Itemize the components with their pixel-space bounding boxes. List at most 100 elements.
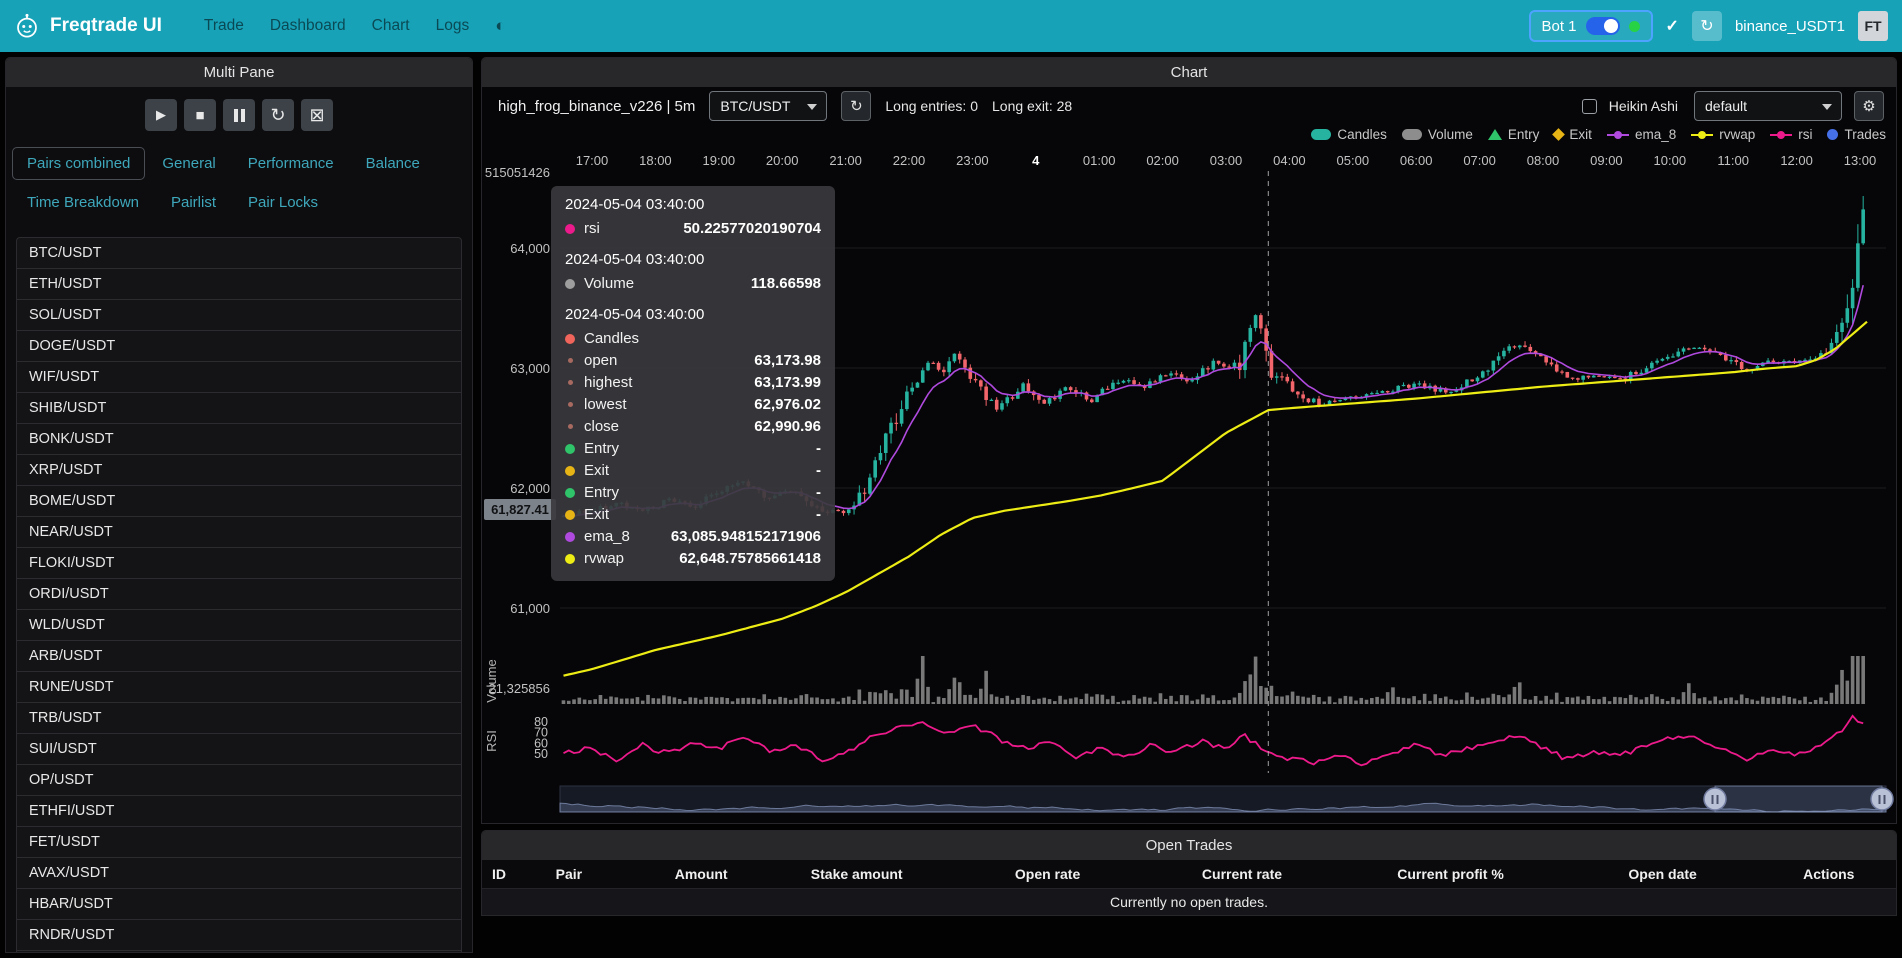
trades-marker-icon bbox=[1827, 129, 1839, 140]
pair-row[interactable]: NEAR/USDT bbox=[16, 516, 462, 548]
legend-item-exit[interactable]: Exit bbox=[1552, 127, 1592, 142]
tab-time-breakdown[interactable]: Time Breakdown bbox=[27, 194, 139, 211]
bot-refresh-button[interactable]: ↻ bbox=[1691, 11, 1722, 41]
candles-marker-icon bbox=[1311, 129, 1332, 140]
pair-list: BTC/USDT ETH/USDT SOL/USDT DOGE/USDT WIF/USD… bbox=[16, 237, 462, 952]
tab-pairlist[interactable]: Pairlist bbox=[171, 194, 217, 211]
zoom-handle-left[interactable] bbox=[1703, 787, 1727, 811]
chart-refresh-button[interactable]: ↻ bbox=[841, 91, 872, 121]
svg-text:02:00: 02:00 bbox=[1146, 153, 1179, 168]
pause-button[interactable] bbox=[223, 99, 255, 131]
zoom-handle-right[interactable] bbox=[1870, 787, 1894, 811]
pair-row[interactable]: FLOKI/USDT bbox=[16, 547, 462, 579]
avatar[interactable]: FT bbox=[1858, 11, 1888, 41]
pair-row[interactable]: SHIB/USDT bbox=[16, 392, 462, 424]
heikin-ashi-checkbox[interactable] bbox=[1581, 98, 1597, 114]
tooltip-label: highest bbox=[584, 374, 633, 391]
tab-pairs-combined[interactable]: Pairs combined bbox=[12, 147, 146, 180]
refresh-icon: ↻ bbox=[270, 104, 286, 125]
stop-icon: ■ bbox=[195, 106, 205, 124]
pair-row[interactable]: BTC/USDT bbox=[16, 237, 462, 269]
navbar-items: Trade Dashboard Chart Logs bbox=[204, 17, 495, 35]
pair-row[interactable]: AR/USDT bbox=[16, 950, 462, 952]
column-header-current-profit-: Current profit % bbox=[1397, 866, 1504, 882]
tooltip-label: rsi bbox=[584, 220, 600, 237]
check-icon[interactable]: ✓ bbox=[1665, 18, 1679, 35]
pair-row[interactable]: BONK/USDT bbox=[16, 423, 462, 455]
entry-marker-icon bbox=[1487, 129, 1502, 140]
tooltip-value: - bbox=[816, 462, 821, 479]
tab-performance[interactable]: Performance bbox=[247, 155, 334, 172]
pair-row[interactable]: ORDI/USDT bbox=[16, 578, 462, 610]
bot-online-toggle[interactable] bbox=[1585, 17, 1620, 35]
empty-message: Currently no open trades. bbox=[482, 888, 1896, 915]
series-dot-icon bbox=[565, 443, 575, 454]
column-header-id: ID bbox=[492, 866, 506, 882]
tooltip-row: Volume 118.66598 bbox=[565, 274, 821, 293]
tooltip-value: - bbox=[816, 440, 821, 457]
cancel-icon: ⊠ bbox=[309, 104, 325, 125]
navbar-right: Bot 1 ✓ ↻ binance_USDT1 FT bbox=[1528, 10, 1888, 42]
price-chart[interactable]: 17:00 18:00 19:00 20:00 21:00 22:00 23:00 4 01:0… bbox=[482, 125, 1896, 825]
plot-settings-button[interactable]: ⚙ bbox=[1854, 91, 1884, 121]
legend-item-rsi[interactable]: rsi bbox=[1770, 127, 1812, 142]
series-dot-icon bbox=[565, 531, 575, 542]
nav-item-trade[interactable]: Trade bbox=[203, 17, 244, 34]
nav-item-dashboard[interactable]: Dashboard bbox=[269, 17, 346, 34]
legend-item-ema_8[interactable]: ema_8 bbox=[1606, 127, 1676, 142]
legend-item-entry[interactable]: Entry bbox=[1487, 127, 1539, 142]
refresh-icon: ↻ bbox=[850, 98, 863, 115]
tooltip-value: 118.66598 bbox=[750, 275, 821, 292]
tab-pair-locks[interactable]: Pair Locks bbox=[248, 194, 319, 211]
svg-text:64,000: 64,000 bbox=[510, 241, 550, 256]
pair-row[interactable]: RUNE/USDT bbox=[16, 671, 462, 703]
legend-item-candles[interactable]: Candles bbox=[1311, 127, 1387, 142]
chart-controls: high_frog_binance_v226 | 5m BTC/USDT ↻ L… bbox=[482, 87, 1896, 125]
pair-row[interactable]: SOL/USDT bbox=[16, 299, 462, 331]
tooltip-value: 63,085.948152171906 bbox=[670, 528, 821, 545]
tooltip-row: Exit - bbox=[565, 505, 821, 524]
pair-row[interactable]: HBAR/USDT bbox=[16, 888, 462, 920]
playback-controls: ▶ ■ ↻ ⊠ bbox=[6, 87, 472, 141]
x-axis: 17:00 18:00 19:00 20:00 21:00 22:00 23:00 4 01:0… bbox=[576, 153, 1877, 168]
pair-row[interactable]: RNDR/USDT bbox=[16, 919, 462, 951]
pair-row[interactable]: OP/USDT bbox=[16, 764, 462, 796]
pause-icon bbox=[233, 108, 245, 122]
brand: Freqtrade UI bbox=[14, 13, 162, 39]
tooltip-label: Candles bbox=[584, 330, 640, 347]
pair-row[interactable]: ETHFI/USDT bbox=[16, 795, 462, 827]
svg-text:21:00: 21:00 bbox=[829, 153, 862, 168]
pair-row[interactable]: BOME/USDT bbox=[16, 485, 462, 517]
legend-item-trades[interactable]: Trades bbox=[1827, 127, 1886, 142]
cancel-button[interactable]: ⊠ bbox=[301, 99, 333, 131]
pair-row[interactable]: WLD/USDT bbox=[16, 609, 462, 641]
pair-row[interactable]: ETH/USDT bbox=[16, 268, 462, 300]
svg-text:61,827.41: 61,827.41 bbox=[491, 502, 549, 517]
theme-toggle-icon[interactable]: ◐ bbox=[495, 16, 506, 35]
play-button[interactable]: ▶ bbox=[145, 99, 177, 131]
pair-select[interactable]: BTC/USDT bbox=[709, 91, 828, 121]
reload-button[interactable]: ↻ bbox=[262, 99, 294, 131]
bot-selector[interactable]: Bot 1 bbox=[1528, 10, 1653, 42]
plot-config-select[interactable]: default bbox=[1694, 91, 1842, 121]
rsi-line bbox=[563, 714, 1864, 767]
tab-balance[interactable]: Balance bbox=[365, 155, 420, 172]
nav-item-logs[interactable]: Logs bbox=[435, 17, 470, 34]
nav-item-chart[interactable]: Chart bbox=[371, 17, 410, 34]
pair-row[interactable]: XRP/USDT bbox=[16, 454, 462, 486]
pair-row[interactable]: WIF/USDT bbox=[16, 361, 462, 393]
tab-general[interactable]: General bbox=[162, 155, 216, 172]
pair-row[interactable]: SUI/USDT bbox=[16, 733, 462, 765]
tooltip-value: 63,173.98 bbox=[754, 352, 821, 369]
pair-row[interactable]: FET/USDT bbox=[16, 826, 462, 858]
stop-button[interactable]: ■ bbox=[184, 99, 216, 131]
legend-item-volume[interactable]: Volume bbox=[1401, 127, 1473, 142]
tooltip-row: rvwap 62,648.75785661418 bbox=[565, 549, 821, 568]
pair-row[interactable]: AVAX/USDT bbox=[16, 857, 462, 889]
pair-row[interactable]: TRB/USDT bbox=[16, 702, 462, 734]
pair-row[interactable]: ARB/USDT bbox=[16, 640, 462, 672]
svg-text:01:00: 01:00 bbox=[1083, 153, 1116, 168]
legend-item-rvwap[interactable]: rvwap bbox=[1691, 127, 1755, 142]
pair-row[interactable]: DOGE/USDT bbox=[16, 330, 462, 362]
